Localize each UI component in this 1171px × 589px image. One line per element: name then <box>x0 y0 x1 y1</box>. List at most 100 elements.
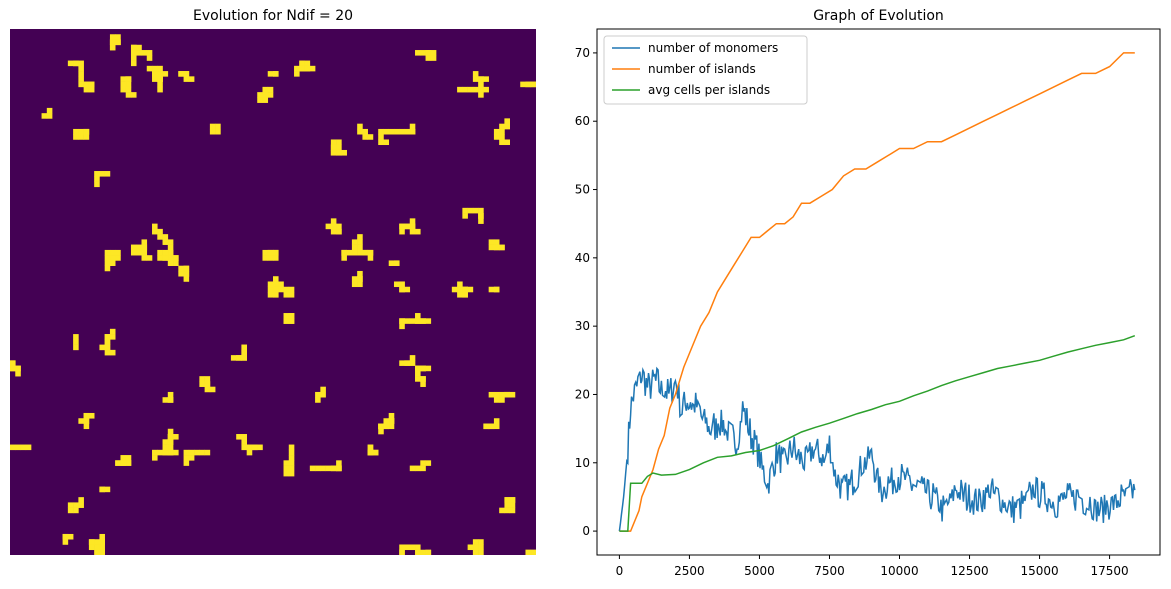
occupied-cell <box>330 218 337 224</box>
occupied-cell <box>178 71 184 77</box>
occupied-cell <box>152 223 158 230</box>
occupied-cell <box>288 313 295 319</box>
y-tick-label: 30 <box>575 319 590 333</box>
occupied-cell <box>73 128 79 135</box>
occupied-cell <box>146 65 153 72</box>
occupied-cell <box>109 34 116 40</box>
occupied-cell <box>267 255 274 261</box>
y-tick-label: 70 <box>575 46 590 60</box>
occupied-cell <box>320 391 326 398</box>
occupied-cell <box>104 344 111 351</box>
occupied-cell <box>162 71 169 77</box>
occupied-cell <box>357 270 363 277</box>
occupied-cell <box>104 260 111 266</box>
occupied-cell <box>378 139 384 146</box>
occupied-cell <box>336 149 342 156</box>
x-tick-label: 12500 <box>950 564 988 578</box>
occupied-cell <box>257 92 263 98</box>
legend-label: number of monomers <box>648 41 778 55</box>
y-tick-label: 50 <box>575 183 590 197</box>
occupied-cell <box>525 81 532 88</box>
occupied-cell <box>67 507 74 514</box>
occupied-cell <box>325 223 332 230</box>
occupied-cell <box>504 497 510 503</box>
occupied-cell <box>246 444 253 451</box>
occupied-cell <box>472 76 479 82</box>
occupied-cell <box>257 444 263 451</box>
occupied-cell <box>336 139 342 146</box>
occupied-cell <box>267 292 274 298</box>
occupied-cell <box>478 539 484 545</box>
occupied-cell <box>88 81 95 88</box>
occupied-cell <box>157 81 163 88</box>
occupied-cell <box>183 76 190 82</box>
occupied-cell <box>478 213 484 219</box>
occupied-cell <box>120 86 127 93</box>
occupied-cell <box>457 286 463 293</box>
occupied-cell <box>267 249 274 256</box>
occupied-cell <box>241 434 247 440</box>
occupied-cell <box>330 223 337 230</box>
occupied-cell <box>183 270 190 277</box>
occupied-cell <box>236 355 242 361</box>
occupied-cell <box>472 544 479 551</box>
occupied-cell <box>273 249 279 256</box>
occupied-cell <box>157 255 163 261</box>
occupied-cell <box>10 360 16 366</box>
occupied-cell <box>278 281 284 288</box>
occupied-cell <box>78 65 84 72</box>
occupied-cell <box>399 318 405 324</box>
occupied-cell <box>83 423 90 430</box>
occupied-cell <box>493 239 500 245</box>
occupied-cell <box>420 549 426 555</box>
occupied-cell <box>94 176 100 182</box>
occupied-cell <box>457 86 463 93</box>
occupied-cell <box>273 286 279 293</box>
occupied-cell <box>409 465 416 472</box>
occupied-cell <box>73 334 79 340</box>
occupied-cell <box>167 244 174 251</box>
occupied-cell <box>362 128 368 135</box>
occupied-cell <box>399 549 405 555</box>
occupied-cell <box>478 92 484 98</box>
occupied-cell <box>294 71 300 77</box>
occupied-cell <box>152 65 158 72</box>
occupied-cell <box>483 76 489 82</box>
occupied-cell <box>393 281 400 288</box>
occupied-cell <box>273 71 279 77</box>
occupied-cell <box>409 360 416 366</box>
occupied-cell <box>415 549 421 555</box>
x-tick-label: 5000 <box>744 564 775 578</box>
occupied-cell <box>241 439 247 445</box>
occupied-cell <box>146 50 153 56</box>
occupied-cell <box>283 286 290 293</box>
series-line-number-of-islands <box>619 52 1135 532</box>
occupied-cell <box>357 276 363 282</box>
occupied-cell <box>241 444 247 451</box>
occupied-cell <box>130 55 137 61</box>
occupied-cell <box>330 139 337 146</box>
legend-label: avg cells per islands <box>648 83 770 97</box>
occupied-cell <box>478 207 484 214</box>
occupied-cell <box>393 260 400 266</box>
occupied-cell <box>378 423 384 430</box>
y-tick-label: 20 <box>575 387 590 401</box>
occupied-cell <box>367 249 374 256</box>
occupied-cell <box>483 423 489 430</box>
occupied-cell <box>157 65 163 72</box>
occupied-cell <box>399 223 405 230</box>
occupied-cell <box>94 181 100 188</box>
occupied-cell <box>478 76 484 82</box>
occupied-cell <box>425 50 432 56</box>
x-tick-label: 2500 <box>674 564 705 578</box>
occupied-cell <box>173 255 179 261</box>
occupied-cell <box>188 449 195 456</box>
occupied-cell <box>215 123 221 130</box>
occupied-cell <box>15 365 21 372</box>
occupied-cell <box>325 465 332 472</box>
occupied-cell <box>262 249 269 256</box>
occupied-cell <box>336 144 342 151</box>
occupied-cell <box>530 81 536 88</box>
occupied-cell <box>462 292 468 298</box>
occupied-cell <box>504 139 510 146</box>
